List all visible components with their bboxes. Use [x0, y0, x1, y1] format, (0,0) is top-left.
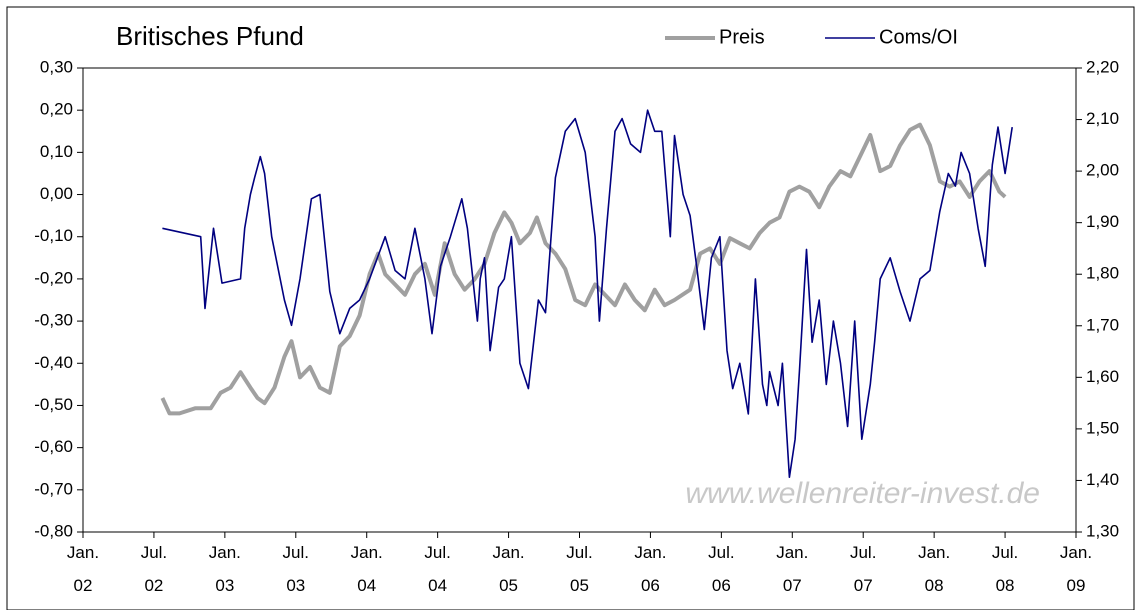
y-tick-label: -0,70 [34, 479, 73, 498]
x-tick-label: Jan. 09 [1059, 543, 1093, 595]
x-tick-label: Jul. 05 [566, 543, 593, 595]
y-tick-label: 0,20 [40, 100, 73, 119]
x-tick-label: Jan. 08 [918, 543, 951, 595]
x-tick-label: Jul. 02 [140, 543, 168, 595]
y-tick-label: 0,30 [40, 57, 73, 76]
y2-tick-label: 1,50 [1086, 418, 1119, 437]
x-tick-label: Jan. 02 [66, 543, 100, 595]
y2-tick-label: 2,20 [1086, 57, 1119, 76]
y-tick-label: 0,00 [40, 184, 73, 203]
watermark: www.wellenreiter-invest.de [685, 477, 1040, 510]
y2-tick-label: 2,00 [1086, 161, 1119, 180]
x-tick-label: Jan. 03 [208, 543, 241, 595]
x-tick-label: Jul. 04 [424, 543, 451, 595]
y2-tick-label: 1,60 [1086, 367, 1119, 386]
chart-title: Britisches Pfund [116, 21, 304, 51]
y-tick-label: -0,40 [34, 353, 73, 372]
y-tick-label: -0,20 [34, 268, 73, 287]
y2-tick-label: 1,80 [1086, 264, 1119, 283]
x-tick-label: Jan. 07 [776, 543, 809, 595]
y-tick-label: -0,10 [34, 226, 73, 245]
legend-label: Coms/OI [879, 26, 958, 48]
x-tick-label: Jul. 07 [849, 543, 877, 595]
x-tick-label: Jul. 06 [708, 543, 735, 595]
legend-label: Preis [719, 26, 765, 48]
x-tick-label: Jul. 03 [282, 543, 310, 595]
x-tick-label: Jul. 08 [991, 543, 1019, 595]
y2-tick-label: 1,70 [1086, 315, 1119, 334]
y-tick-label: -0,60 [34, 437, 73, 456]
y-tick-label: -0,30 [34, 311, 73, 330]
y-tick-label: -0,50 [34, 395, 73, 414]
x-tick-label: Jan. 04 [350, 543, 383, 595]
y-tick-label: -0,80 [34, 521, 73, 540]
y2-tick-label: 2,10 [1086, 109, 1119, 128]
y-tick-label: 0,10 [40, 142, 73, 161]
y2-tick-label: 1,90 [1086, 212, 1119, 231]
x-tick-label: Jan. 06 [634, 543, 667, 595]
x-tick-label: Jan. 05 [492, 543, 525, 595]
y2-tick-label: 1,40 [1086, 470, 1119, 489]
series-line [160, 122, 1007, 416]
y2-tick-label: 1,30 [1086, 521, 1119, 540]
series-line [162, 109, 1013, 478]
